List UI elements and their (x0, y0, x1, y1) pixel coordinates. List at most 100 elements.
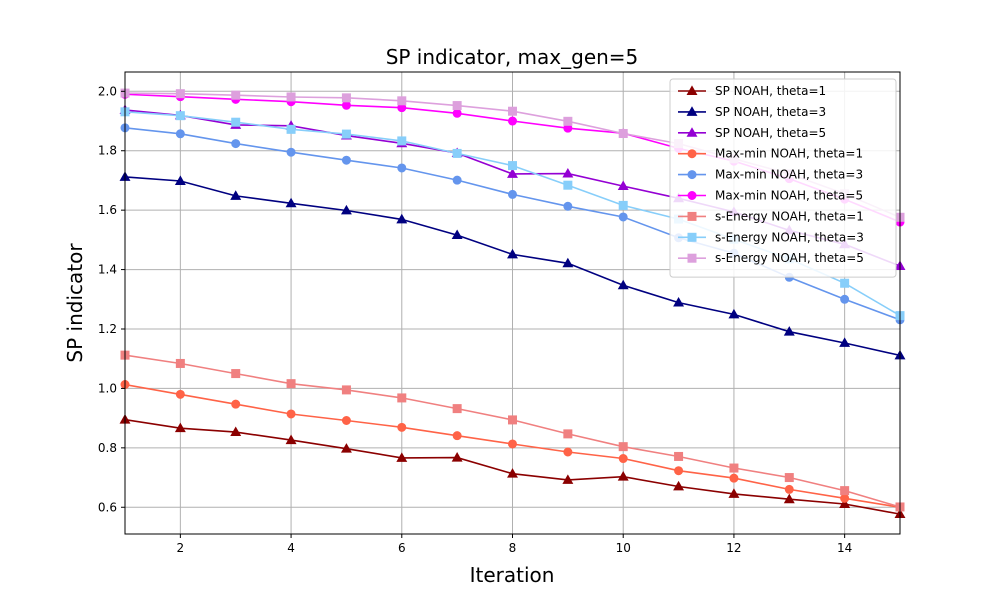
legend-label: s-Energy NOAH, theta=3 (715, 230, 864, 244)
data-point (451, 452, 463, 462)
data-point (783, 493, 795, 504)
legend-label: s-Energy NOAH, theta=5 (715, 251, 864, 265)
x-tick-label: 10 (616, 541, 631, 555)
y-tick-label: 1.6 (98, 203, 117, 217)
data-point (285, 197, 297, 208)
data-point (508, 106, 517, 116)
data-point (728, 308, 740, 319)
data-point (231, 90, 241, 100)
data-point (840, 493, 850, 503)
data-point (230, 426, 242, 437)
data-point (729, 473, 739, 483)
data-point (452, 404, 462, 414)
legend-marker (687, 253, 697, 263)
series-1 (119, 414, 906, 519)
legend-label: SP NOAH, theta=1 (715, 84, 826, 98)
legend-marker (687, 191, 697, 200)
y-tick-label: 1.2 (98, 322, 117, 336)
legend-marker (687, 149, 697, 159)
legend-label: Max-min NOAH, theta=3 (715, 168, 863, 182)
data-point (174, 175, 186, 185)
data-point (231, 117, 241, 127)
data-point (840, 294, 850, 304)
data-point (340, 204, 352, 215)
data-point (175, 89, 185, 99)
legend-box (669, 78, 897, 278)
legend-item: s-Energy NOAH, theta=5 (678, 251, 864, 265)
data-point (508, 439, 517, 449)
data-point (286, 124, 296, 134)
data-point (175, 111, 185, 121)
data-point (784, 484, 794, 494)
legend-item: s-Energy NOAH, theta=1 (678, 209, 864, 223)
data-point (563, 201, 573, 211)
data-point (286, 147, 296, 157)
data-point (452, 175, 462, 185)
data-point (341, 416, 351, 426)
legend-label: s-Energy NOAH, theta=1 (715, 209, 864, 223)
data-point (175, 358, 185, 368)
legend-label: SP NOAH, theta=3 (715, 105, 826, 119)
x-tick-label: 8 (509, 541, 517, 555)
y-tick-label: 0.6 (98, 500, 117, 514)
x-axis-title: Iteration (470, 563, 555, 587)
data-point (840, 278, 850, 288)
data-point (507, 168, 518, 178)
legend-item: Max-min NOAH, theta=3 (678, 168, 863, 182)
data-point (507, 248, 518, 259)
legend-item: Max-min NOAH, theta=1 (678, 147, 863, 161)
x-tick-label: 12 (726, 541, 741, 555)
y-tick-label: 2.0 (98, 84, 117, 98)
series-4 (120, 380, 905, 512)
legend-marker (687, 232, 697, 242)
legend-item: s-Energy NOAH, theta=3 (678, 230, 864, 244)
data-point (618, 200, 628, 210)
data-point (452, 108, 462, 118)
legend-marker (686, 106, 698, 116)
data-point (397, 393, 407, 403)
data-point (674, 451, 684, 461)
data-point (452, 148, 462, 158)
data-point (618, 442, 628, 452)
data-point (563, 116, 573, 126)
data-point (673, 480, 685, 491)
x-tick-label: 6 (398, 541, 406, 555)
series-2 (119, 171, 906, 360)
data-point (507, 468, 518, 478)
data-point (839, 337, 851, 347)
data-point (286, 379, 296, 389)
data-point (563, 447, 573, 457)
legend-marker (686, 127, 698, 137)
data-point (508, 415, 517, 425)
data-point (396, 452, 408, 462)
legend-item: Max-min NOAH, theta=5 (678, 189, 863, 203)
data-point (617, 180, 629, 191)
data-point (341, 100, 351, 110)
data-point (397, 96, 407, 106)
data-point (452, 101, 462, 111)
x-tick-label: 2 (177, 541, 185, 555)
data-point (563, 180, 573, 190)
data-point (231, 369, 241, 379)
data-point (562, 168, 574, 178)
data-point (341, 155, 351, 165)
data-point (840, 486, 850, 496)
data-point (784, 473, 794, 483)
data-point (286, 92, 296, 102)
data-point (397, 422, 407, 432)
data-point (451, 229, 463, 240)
data-point (508, 161, 517, 171)
legend-marker (686, 85, 698, 95)
y-axis-ticks: 0.6 0.8 1.0 1.2 1.4 1.6 1.8 2.0 (98, 84, 125, 514)
data-point (230, 190, 242, 200)
legend-item: SP NOAH, theta=5 (678, 126, 826, 140)
data-point (563, 429, 573, 439)
y-tick-label: 0.8 (98, 441, 117, 455)
data-point (341, 385, 351, 395)
data-point (285, 434, 297, 445)
data-point (674, 466, 684, 476)
y-axis-title: SP indicator (63, 243, 87, 363)
data-point (783, 326, 795, 336)
y-tick-label: 1.8 (98, 144, 117, 158)
